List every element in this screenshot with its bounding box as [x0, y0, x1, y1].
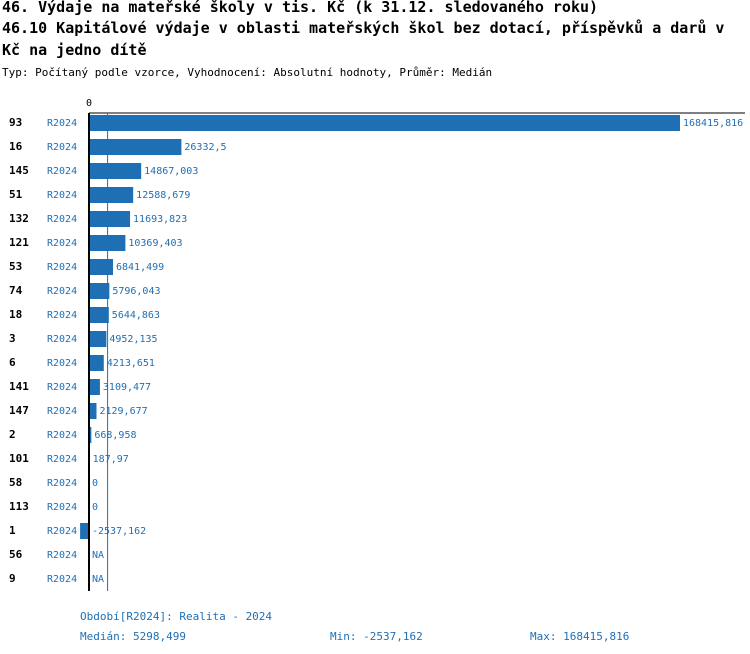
row-period-label: R2024 — [47, 478, 77, 489]
row-period-label: R2024 — [47, 310, 77, 321]
value-label: 0 — [92, 478, 98, 489]
value-label: 11693,823 — [133, 214, 187, 225]
row-id-label: 3 — [9, 332, 16, 345]
row-period-label: R2024 — [47, 382, 77, 393]
footer-median: Medián: 5298,499 — [80, 630, 186, 643]
value-label: 26332,5 — [184, 142, 226, 153]
row-id-label: 147 — [9, 404, 29, 417]
footer-period: Období[R2024]: Realita - 2024 — [80, 610, 273, 623]
row-id-label: 145 — [9, 164, 29, 177]
row-period-label: R2024 — [47, 574, 77, 585]
data-bar — [89, 403, 97, 419]
row-id-label: 18 — [9, 308, 22, 321]
footer-min: Min: -2537,162 — [330, 630, 423, 643]
value-label: 0 — [92, 502, 98, 513]
row-id-label: 74 — [9, 284, 23, 297]
value-label: 12588,679 — [136, 190, 190, 201]
chart-title-line-1: 46. Výdaje na mateřské školy v tis. Kč (… — [2, 0, 599, 16]
value-label: 5644,863 — [112, 310, 160, 321]
data-bar — [89, 235, 126, 251]
data-bar — [89, 115, 680, 131]
value-label: 168415,816 — [683, 118, 743, 129]
data-bar — [89, 427, 92, 443]
row-id-label: 56 — [9, 548, 23, 561]
row-period-label: R2024 — [47, 334, 77, 345]
data-bar — [80, 523, 89, 539]
row-id-label: 113 — [9, 500, 29, 513]
data-bar — [89, 163, 142, 179]
data-bar — [89, 355, 104, 371]
row-id-label: 1 — [9, 524, 16, 537]
row-period-label: R2024 — [47, 550, 77, 561]
data-bar — [89, 139, 182, 155]
chart-title-line-2: 46.10 Kapitálové výdaje v oblasti mateřs… — [2, 19, 725, 37]
row-period-label: R2024 — [47, 142, 77, 153]
row-id-label: 141 — [9, 380, 29, 393]
value-label: 2129,677 — [99, 406, 147, 417]
value-label: 4952,135 — [109, 334, 157, 345]
row-period-label: R2024 — [47, 118, 77, 129]
row-period-label: R2024 — [47, 430, 77, 441]
row-period-label: R2024 — [47, 526, 77, 537]
row-period-label: R2024 — [47, 214, 77, 225]
value-label: 187,97 — [93, 454, 129, 465]
row-id-label: 9 — [9, 572, 16, 585]
row-period-label: R2024 — [47, 358, 77, 369]
row-id-label: 2 — [9, 428, 16, 441]
row-id-label: 53 — [9, 260, 22, 273]
zero-axis-label: 0 — [86, 98, 92, 109]
data-bar — [89, 331, 107, 347]
value-label: 6841,499 — [116, 262, 164, 273]
chart-title-line-3: Kč na jedno dítě — [2, 41, 147, 59]
data-bar — [89, 211, 131, 227]
value-label: 4213,651 — [107, 358, 155, 369]
value-label: 5796,043 — [112, 286, 160, 297]
data-bar — [89, 379, 100, 395]
row-period-label: R2024 — [47, 406, 77, 417]
row-period-label: R2024 — [47, 502, 77, 513]
row-period-label: R2024 — [47, 190, 77, 201]
footer-max: Max: 168415,816 — [530, 630, 630, 643]
row-id-label: 16 — [9, 140, 23, 153]
value-label: NA — [92, 550, 104, 561]
row-id-label: 121 — [9, 236, 29, 249]
value-label: 668,958 — [94, 430, 136, 441]
row-id-label: 51 — [9, 188, 23, 201]
value-label: 14867,003 — [144, 166, 198, 177]
row-period-label: R2024 — [47, 262, 77, 273]
chart-subtitle: Typ: Počítaný podle vzorce, Vyhodnocení:… — [2, 66, 493, 79]
value-label: -2537,162 — [92, 526, 146, 537]
row-period-label: R2024 — [47, 166, 77, 177]
row-period-label: R2024 — [47, 238, 77, 249]
row-id-label: 132 — [9, 212, 29, 225]
row-id-label: 6 — [9, 356, 16, 369]
value-label: 3109,477 — [103, 382, 151, 393]
data-bar — [89, 187, 134, 203]
data-bar — [89, 307, 109, 323]
row-id-label: 101 — [9, 452, 29, 465]
row-id-label: 93 — [9, 116, 22, 129]
data-bar — [89, 283, 110, 299]
value-label: NA — [92, 574, 104, 585]
row-period-label: R2024 — [47, 286, 77, 297]
row-period-label: R2024 — [47, 454, 77, 465]
value-label: 10369,403 — [128, 238, 182, 249]
data-bar — [89, 259, 114, 275]
row-id-label: 58 — [9, 476, 22, 489]
